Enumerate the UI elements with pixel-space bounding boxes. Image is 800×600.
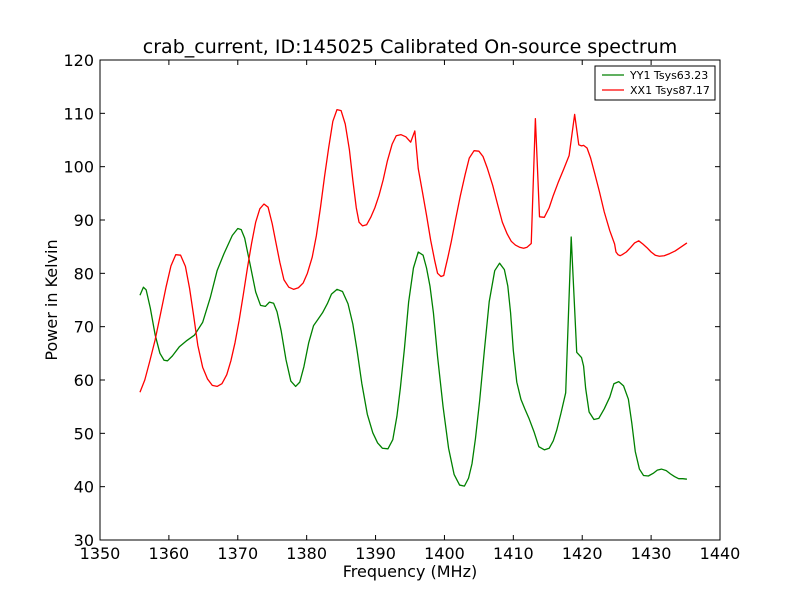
- y-tick-label: 50: [74, 424, 94, 443]
- y-tick-label: 110: [63, 104, 94, 123]
- x-tick-label: 1420: [562, 544, 603, 563]
- chart-title: crab_current, ID:145025 Calibrated On-so…: [143, 36, 677, 58]
- x-tick-label: 1360: [149, 544, 190, 563]
- y-tick-label: 60: [74, 371, 94, 390]
- legend-label-yy1: YY1 Tsys63.23: [629, 69, 708, 82]
- x-tick-label: 1410: [493, 544, 534, 563]
- legend-frame: [594, 65, 716, 101]
- x-tick-label: 1380: [286, 544, 327, 563]
- x-axis: 1350 1360 1370 1380 1390 1400 1410 1420 1430 1440: [80, 60, 741, 563]
- x-tick-label: 1370: [217, 544, 258, 563]
- y-tick-label: 30: [74, 531, 94, 550]
- series-line-yy1: [139, 227, 688, 487]
- x-tick-label: 1390: [355, 544, 396, 563]
- series-line-xx1: [139, 108, 688, 393]
- y-tick-label: 120: [63, 51, 94, 70]
- legend-label-xx1: XX1 Tsys87.17: [630, 84, 710, 97]
- y-tick-label: 70: [74, 318, 94, 337]
- x-tick-label: 1440: [700, 544, 741, 563]
- y-tick-label: 100: [63, 158, 94, 177]
- plot-area: [100, 60, 720, 540]
- x-axis-label: Frequency (MHz): [343, 562, 477, 581]
- legend: YY1 Tsys63.23 XX1 Tsys87.17: [594, 65, 716, 101]
- y-tick-label: 40: [74, 478, 94, 497]
- x-tick-label: 1400: [424, 544, 465, 563]
- x-tick-label: 1430: [631, 544, 672, 563]
- series-layer: [139, 108, 688, 487]
- x-tick-label: 1350: [80, 544, 121, 563]
- plot-frame: [99, 59, 721, 541]
- y-axis: 30 40 50 60 70 80 90 100 110 120: [63, 51, 720, 550]
- y-axis-label: Power in Kelvin: [42, 239, 61, 360]
- y-tick-label: 90: [74, 211, 94, 230]
- y-tick-label: 80: [74, 264, 94, 283]
